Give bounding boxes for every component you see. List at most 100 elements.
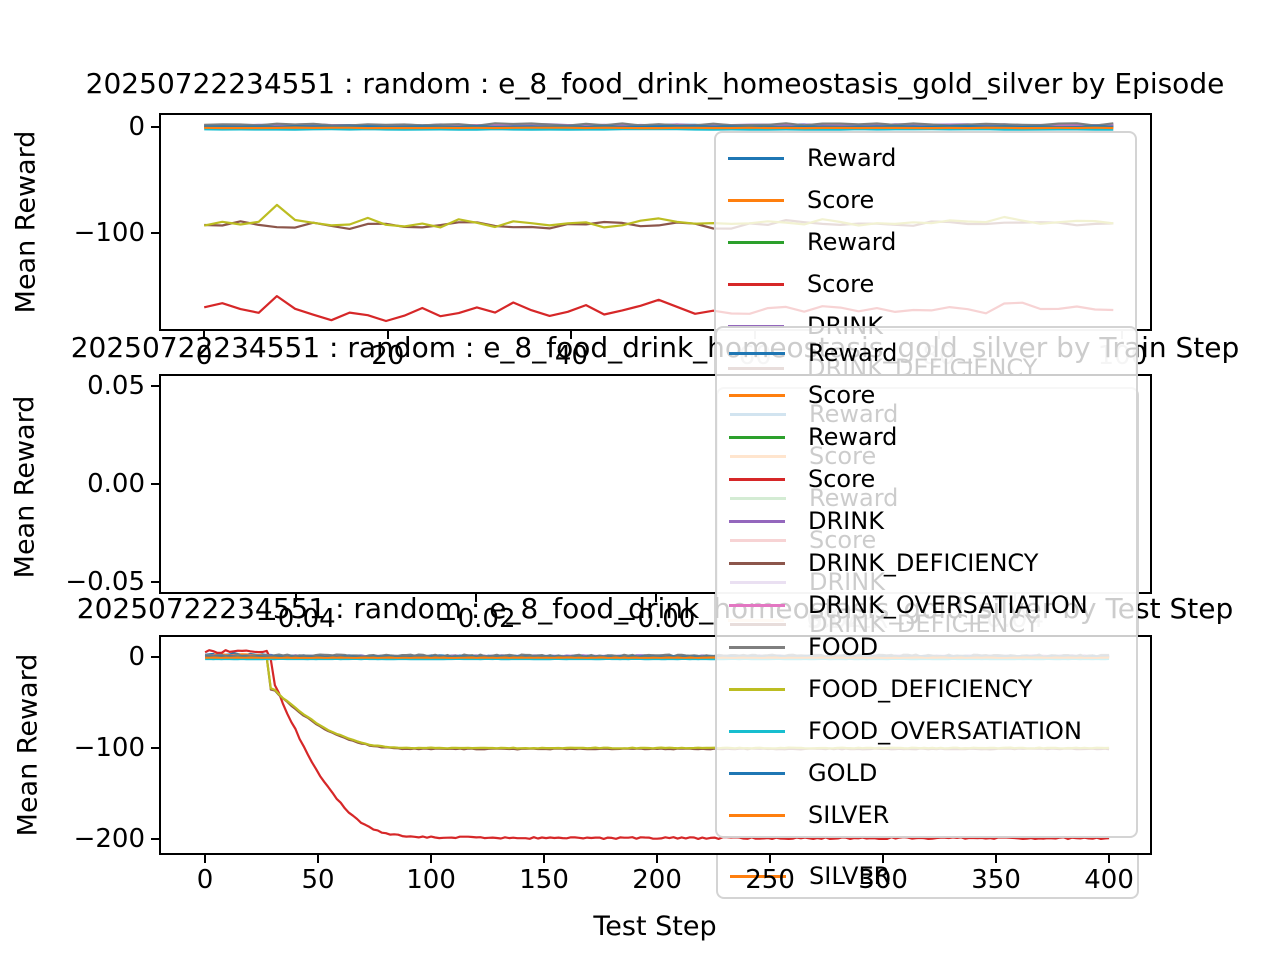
legend-line-sample: [728, 198, 784, 202]
legend-line-sample: [729, 687, 785, 691]
x-tick: [882, 855, 885, 863]
y-tick: [151, 483, 159, 485]
legend-row: FOOD_DEFICIENCY: [717, 668, 1136, 710]
legend-row: Score: [717, 458, 1136, 500]
series-episode-SILVER-11: [204, 126, 1114, 130]
legend-line-sample: [729, 519, 785, 523]
y-tick-label: −100: [73, 733, 145, 763]
x-tick: [474, 594, 477, 602]
x-tick-label: 300: [858, 865, 908, 895]
x-tick-label: 150: [519, 865, 569, 895]
legend-row: Reward: [717, 332, 1136, 374]
legend-line-sample: [729, 813, 785, 817]
legend-line-sample: [729, 771, 785, 775]
x-tick: [203, 331, 206, 339]
y-tick-label: 0.00: [87, 469, 145, 499]
legend-entry-label: SILVER: [809, 862, 891, 890]
legend-line-sample: [729, 435, 785, 439]
legend-row: Score: [717, 374, 1136, 416]
y-tick: [151, 581, 159, 584]
x-tick: [386, 331, 389, 339]
legend-row: Score: [716, 179, 1135, 221]
y-tick: [151, 837, 159, 840]
series-episode-FOOD-7: [204, 122, 1114, 127]
x-tick: [769, 855, 772, 863]
legend-line-sample: [729, 645, 785, 649]
x-tick-label: −0.04: [256, 604, 336, 634]
legend-test: Reward Score Reward Score DRINK DRINK_DEFICIE…: [715, 326, 1138, 838]
legend-row: DRINK_OVERSATIATION: [717, 584, 1136, 626]
legend-row: GOLD: [717, 752, 1136, 794]
legend-line-sample: [729, 729, 785, 733]
x-tick-label: 250: [745, 865, 795, 895]
xlabel-test: Test Step: [593, 911, 717, 942]
x-tick-label: 20: [371, 341, 405, 371]
legend-line-sample: [729, 603, 785, 607]
x-tick-label: 50: [301, 865, 335, 895]
y-tick-label: 0: [128, 111, 145, 142]
legend-entry-label: Reward: [807, 228, 897, 256]
legend-row: DRINK: [717, 500, 1136, 542]
x-tick-label: 0: [196, 865, 214, 895]
legend-line-sample: [729, 477, 785, 481]
legend-entry-label: GOLD: [808, 759, 878, 787]
y-tick-label: −200: [73, 823, 145, 854]
x-tick: [656, 855, 659, 863]
y-tick-label: 0: [128, 642, 145, 673]
y-tick: [151, 125, 159, 128]
y-tick: [151, 231, 159, 234]
legend-row: FOOD_OVERSATIATION: [717, 710, 1136, 752]
legend-line-sample: [729, 393, 785, 397]
legend-entry-label: FOOD: [808, 633, 879, 661]
legend-entry-label: FOOD_DEFICIENCY: [808, 675, 1033, 703]
x-tick-label: 200: [632, 865, 682, 895]
x-tick: [654, 594, 657, 602]
legend-entry-label: SILVER: [808, 801, 890, 829]
x-tick-label: 0: [195, 341, 213, 371]
x-tick-label: 100: [406, 865, 456, 895]
legend-entry-label: Score: [808, 381, 876, 409]
legend-entry-label: DRINK: [808, 507, 884, 535]
legend-entry-label: DRINK_OVERSATIATION: [808, 591, 1088, 619]
legend-entry-label: Reward: [808, 423, 898, 451]
legend-row: FOOD: [717, 626, 1136, 668]
y-tick: [151, 384, 159, 387]
legend-row: Reward: [716, 137, 1135, 179]
legend-entry-label: Reward: [807, 144, 897, 172]
legend-row: Reward: [717, 416, 1136, 458]
legend-row: Score: [716, 263, 1135, 305]
legend-entry-label: Score: [808, 465, 876, 493]
x-tick: [294, 594, 297, 602]
legend-line-sample: [729, 561, 785, 565]
y-tick: [151, 747, 159, 749]
legend-line-sample: [730, 874, 786, 878]
legend-line-sample: [728, 282, 784, 286]
x-tick: [570, 331, 573, 339]
legend-entry-label: Reward: [808, 339, 898, 367]
legend-row: DRINK_DEFICIENCY: [717, 542, 1136, 584]
legend-line-sample: [729, 351, 785, 355]
legend-row: SILVER: [717, 794, 1136, 836]
y-tick-label: 0.05: [87, 370, 145, 401]
x-tick-label: 400: [1084, 865, 1134, 895]
x-tick: [430, 855, 433, 863]
y-tick: [151, 656, 159, 659]
legend-entry-label: FOOD_OVERSATIATION: [808, 717, 1082, 745]
legend-row: SILVER: [718, 855, 1137, 897]
legend-entry-label: Score: [807, 186, 875, 214]
y-tick-label: −100: [73, 217, 145, 248]
x-tick: [317, 855, 320, 863]
title-episode: 20250722234551 : random : e_8_food_drink…: [85, 67, 1225, 100]
y-tick-label: −0.05: [65, 567, 145, 598]
legend-row: Reward: [716, 221, 1135, 263]
x-tick: [204, 855, 207, 863]
series-episode-GOLD-10: [204, 125, 1114, 128]
x-tick: [543, 855, 546, 863]
legend-entry-label: DRINK_DEFICIENCY: [808, 549, 1039, 577]
legend-entry-label: Score: [807, 270, 875, 298]
x-tick: [1108, 855, 1111, 863]
x-tick-label: −0.02: [435, 604, 516, 634]
x-tick-label: 350: [971, 865, 1021, 895]
x-tick-label: 40: [554, 341, 589, 371]
